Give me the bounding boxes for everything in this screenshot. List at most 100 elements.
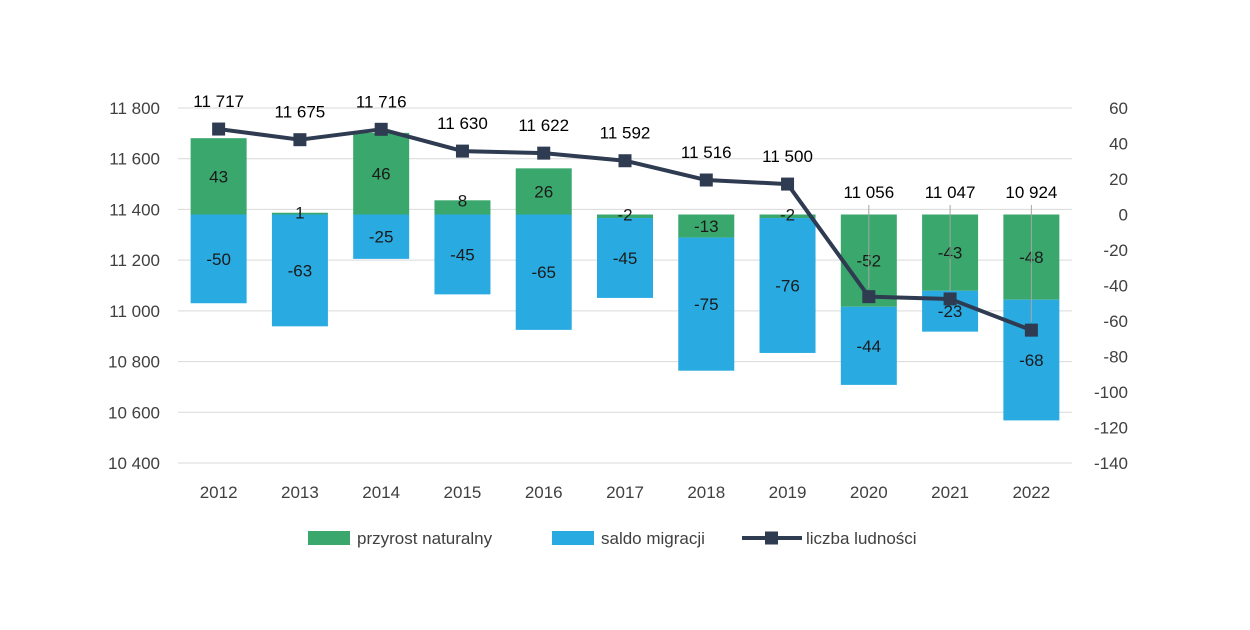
data-label-przyrost: -2 <box>617 206 632 225</box>
data-label-przyrost: 26 <box>534 182 553 201</box>
x-tick-label: 2020 <box>850 483 888 502</box>
legend-swatch-przyrost <box>308 531 350 545</box>
data-label-przyrost: 43 <box>209 167 228 186</box>
population-label: 11 047 <box>925 183 976 202</box>
x-tick-label: 2012 <box>200 483 238 502</box>
bar-labels: 43 -50 1 -63 46 -25 8 -45 26 -65 -2 -45 -13 -75 -2 -76 -… <box>206 165 1043 370</box>
x-tick-label: 2015 <box>444 483 482 502</box>
data-label-migracja: -68 <box>1019 351 1044 370</box>
bar-przyrost <box>515 168 572 215</box>
right-tick-label: 0 <box>1119 206 1128 225</box>
left-tick-label: 10 400 <box>108 454 160 473</box>
bar-migracja <box>759 218 816 353</box>
left-tick-label: 10 600 <box>108 403 160 422</box>
bar-przyrost <box>190 138 247 215</box>
population-marker <box>212 122 226 136</box>
data-label-przyrost: -13 <box>694 217 719 236</box>
legend-label-migracja: saldo migracji <box>601 529 705 548</box>
right-tick-label: -20 <box>1103 241 1128 260</box>
data-label-migracja: -45 <box>613 249 638 268</box>
left-tick-label: 11 000 <box>109 302 160 321</box>
x-tick-label: 2019 <box>769 483 807 502</box>
population-label: 11 622 <box>518 116 569 135</box>
bar-migracja <box>515 214 572 330</box>
population-marker <box>699 173 713 187</box>
population-marker <box>293 133 307 147</box>
bar-przyrost <box>678 214 735 238</box>
x-tick-label: 2017 <box>606 483 644 502</box>
data-label-migracja: -23 <box>938 302 963 321</box>
population-marker <box>862 290 876 304</box>
data-label-migracja: -50 <box>206 250 231 269</box>
right-tick-label: -120 <box>1094 419 1128 438</box>
left-tick-label: 11 200 <box>109 251 160 270</box>
data-label-migracja: -44 <box>857 337 882 356</box>
data-label-migracja: -75 <box>694 295 719 314</box>
data-label-migracja: -63 <box>288 261 313 280</box>
population-label: 11 717 <box>193 92 244 111</box>
population-marker <box>1024 323 1038 337</box>
legend-marker-ludnosc <box>765 531 778 545</box>
bar-migracja <box>353 214 410 259</box>
population-label: 11 675 <box>275 103 326 122</box>
left-tick-label: 11 800 <box>109 99 160 118</box>
right-tick-label: -60 <box>1103 312 1128 331</box>
population-label: 10 924 <box>1005 183 1057 202</box>
data-label-migracja: -45 <box>450 245 475 264</box>
bar-przyrost <box>597 214 653 219</box>
legend-label-ludnosc: liczba ludności <box>806 529 917 548</box>
right-tick-label: 40 <box>1109 135 1128 154</box>
right-tick-label: 60 <box>1109 99 1128 118</box>
x-tick-label: 2022 <box>1012 483 1050 502</box>
data-label-przyrost: 1 <box>295 204 304 223</box>
data-label-migracja: -25 <box>369 228 394 247</box>
population-label: 11 516 <box>681 143 732 162</box>
population-marker <box>374 122 388 136</box>
population-label: 11 592 <box>600 124 651 143</box>
data-label-przyrost: -2 <box>780 206 795 225</box>
population-marker <box>618 154 632 168</box>
x-tick-label: 2018 <box>687 483 725 502</box>
bar-migracja <box>190 214 247 304</box>
data-label-przyrost: 8 <box>458 191 467 210</box>
data-label-przyrost: 46 <box>372 165 391 184</box>
data-label-migracja: -65 <box>531 263 556 282</box>
x-tick-label: 2016 <box>525 483 563 502</box>
bar-przyrost <box>271 212 328 215</box>
right-tick-label: -80 <box>1103 348 1128 367</box>
population-marker <box>537 146 551 160</box>
bar-przyrost <box>353 132 410 215</box>
population-label: 11 716 <box>356 92 407 111</box>
population-label: 11 500 <box>762 147 813 166</box>
bar-migracja <box>840 306 897 385</box>
legend: przyrost naturalny saldo migracji liczba l… <box>308 529 917 548</box>
x-tick-label: 2013 <box>281 483 319 502</box>
population-marker <box>455 144 469 158</box>
left-tick-label: 11 600 <box>109 150 160 169</box>
population-label: 11 056 <box>843 183 894 202</box>
right-tick-label: -140 <box>1094 454 1128 473</box>
bars <box>190 132 1060 421</box>
x-tick-label: 2021 <box>931 483 969 502</box>
right-tick-label: -40 <box>1103 277 1128 296</box>
right-tick-label: -100 <box>1094 383 1128 402</box>
left-tick-label: 10 800 <box>108 353 160 372</box>
left-axis: 10 400 10 600 10 800 11 000 11 200 11 400 11 6… <box>108 99 160 473</box>
bar-migracja <box>597 218 653 298</box>
legend-label-przyrost: przyrost naturalny <box>357 529 493 548</box>
right-tick-label: 20 <box>1109 170 1128 189</box>
x-tick-label: 2014 <box>362 483 400 502</box>
data-label-migracja: -76 <box>775 277 800 296</box>
x-axis: 2012 2013 2014 2015 2016 2017 2018 2019 2020 2021… <box>200 483 1051 502</box>
bar-migracja <box>678 237 735 371</box>
bar-migracja <box>434 214 491 295</box>
bar-przyrost <box>759 214 816 219</box>
bar-przyrost <box>434 200 491 215</box>
bar-migracja <box>271 214 328 327</box>
right-axis: -140 -120 -100 -80 -60 -40 -20 0 20 40 60 <box>1094 99 1128 473</box>
population-labels: 11 717 11 675 11 716 11 630 11 622 11 592 11 5… <box>193 92 1057 323</box>
left-tick-label: 11 400 <box>109 200 160 219</box>
population-line <box>212 122 1038 337</box>
population-marker <box>781 177 795 191</box>
